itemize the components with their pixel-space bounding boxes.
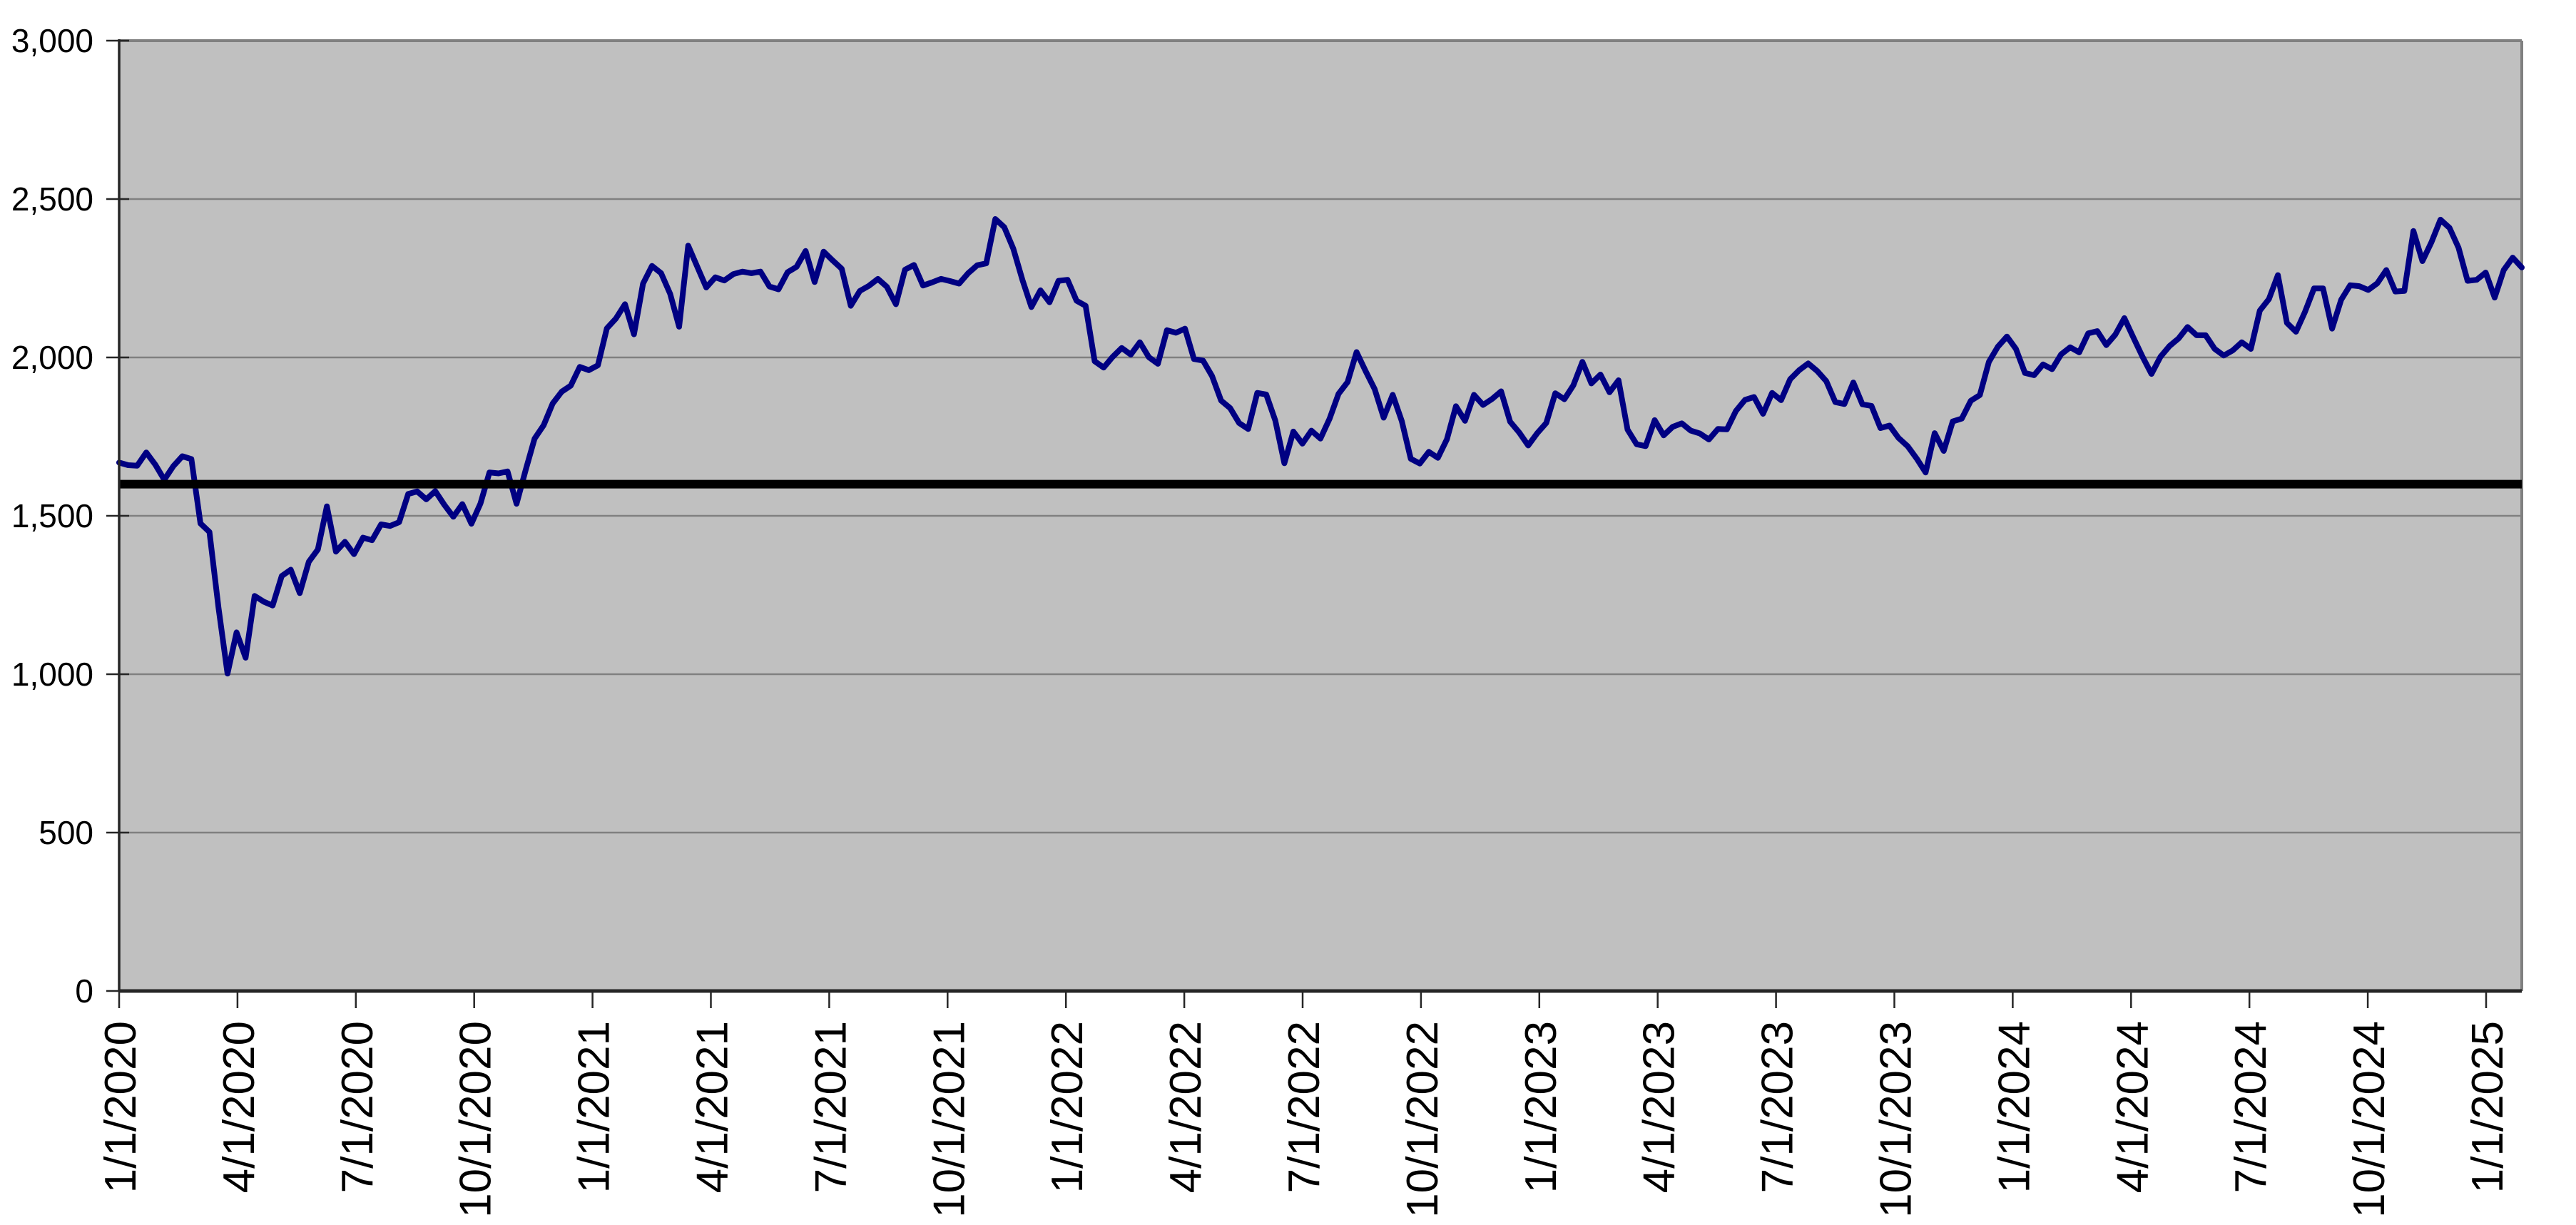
x-tick-label: 1/1/2023 bbox=[1517, 1021, 1566, 1193]
y-tick-label: 3,000 bbox=[11, 22, 93, 59]
y-tick-label: 0 bbox=[75, 972, 93, 1010]
y-tick-label: 2,500 bbox=[11, 181, 93, 218]
x-tick-label: 7/1/2023 bbox=[1753, 1021, 1803, 1193]
x-tick-label: 10/1/2021 bbox=[925, 1021, 974, 1218]
x-tick-label: 4/1/2022 bbox=[1161, 1021, 1211, 1193]
x-tick-label: 10/1/2020 bbox=[452, 1021, 501, 1218]
x-tick-label: 10/1/2023 bbox=[1872, 1021, 1921, 1218]
y-tick-label: 500 bbox=[39, 814, 93, 851]
data-series-line bbox=[116, 216, 2525, 677]
x-tick-label: 4/1/2021 bbox=[688, 1021, 738, 1193]
x-tick-label: 7/1/2020 bbox=[333, 1021, 382, 1193]
x-tick-label: 4/1/2024 bbox=[2108, 1021, 2157, 1193]
x-tick-label: 1/1/2022 bbox=[1043, 1021, 1092, 1193]
y-tick-label: 1,500 bbox=[11, 497, 93, 534]
x-tick-label: 1/1/2025 bbox=[2463, 1021, 2513, 1193]
x-tick-label: 7/1/2021 bbox=[806, 1021, 855, 1193]
x-tick-label: 4/1/2020 bbox=[215, 1021, 264, 1193]
x-tick-label: 7/1/2024 bbox=[2226, 1021, 2276, 1193]
y-tick-label: 1,000 bbox=[11, 656, 93, 693]
y-tick-label: 2,000 bbox=[11, 339, 93, 376]
x-tick-label: 4/1/2023 bbox=[1635, 1021, 1684, 1193]
x-tick-label: 10/1/2024 bbox=[2345, 1021, 2394, 1218]
x-tick-label: 10/1/2022 bbox=[1398, 1021, 1447, 1218]
x-tick-label: 1/1/2024 bbox=[1990, 1021, 2039, 1193]
x-tick-label: 1/1/2020 bbox=[96, 1021, 146, 1193]
x-tick-label: 1/1/2021 bbox=[570, 1021, 619, 1193]
x-tick-label: 7/1/2022 bbox=[1280, 1021, 1329, 1193]
